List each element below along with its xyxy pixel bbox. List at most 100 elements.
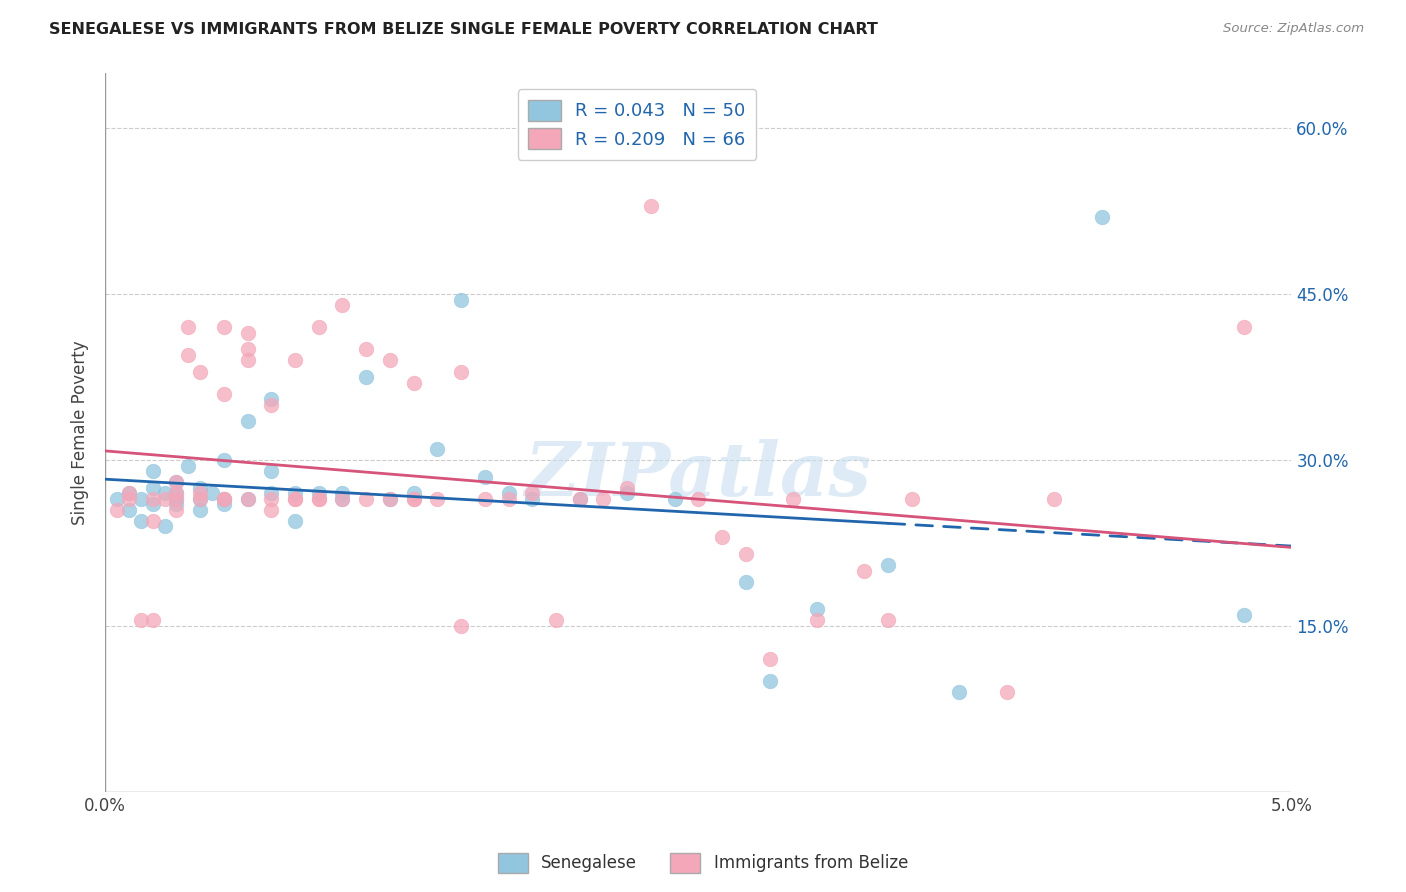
Point [782,491,804,506]
Point [354,343,377,357]
Point [236,491,259,506]
Point [332,486,354,500]
Point [995,685,1018,699]
Point [165,486,187,500]
Point [260,392,283,406]
Point [616,481,638,495]
Point [308,491,330,506]
Point [212,320,235,334]
Point [664,491,686,506]
Point [402,376,425,390]
Point [105,502,128,516]
Point [212,491,235,506]
Point [522,491,544,506]
Point [450,365,472,379]
Point [212,497,235,511]
Point [498,491,520,506]
Point [188,502,211,516]
Point [153,486,176,500]
Point [142,481,165,495]
Point [640,199,662,213]
Point [688,491,710,506]
Y-axis label: Single Female Poverty: Single Female Poverty [72,340,89,524]
Point [402,491,425,506]
Point [165,491,187,506]
Point [118,502,141,516]
Legend: R = 0.043   N = 50, R = 0.209   N = 66: R = 0.043 N = 50, R = 0.209 N = 66 [517,89,756,160]
Point [806,613,828,627]
Point [568,491,591,506]
Point [498,486,520,500]
Point [236,491,259,506]
Point [948,685,970,699]
Text: ZIPatlas: ZIPatlas [524,439,872,512]
Point [402,486,425,500]
Point [378,353,401,368]
Point [378,491,401,506]
Point [260,464,283,478]
Text: SENEGALESE VS IMMIGRANTS FROM BELIZE SINGLE FEMALE POVERTY CORRELATION CHART: SENEGALESE VS IMMIGRANTS FROM BELIZE SIN… [49,22,879,37]
Point [153,519,176,533]
Point [212,491,235,506]
Point [426,491,449,506]
Point [177,458,200,473]
Point [354,491,377,506]
Legend: Senegalese, Immigrants from Belize: Senegalese, Immigrants from Belize [491,847,915,880]
Point [129,514,152,528]
Point [142,613,165,627]
Point [450,619,472,633]
Point [426,442,449,456]
Point [711,530,734,544]
Point [284,486,307,500]
Point [188,481,211,495]
Point [734,547,756,561]
Point [450,293,472,307]
Point [118,486,141,500]
Point [260,486,283,500]
Point [1233,607,1256,622]
Point [188,491,211,506]
Point [177,348,200,362]
Point [142,491,165,506]
Point [308,320,330,334]
Point [165,497,187,511]
Point [118,491,141,506]
Point [236,343,259,357]
Point [332,491,354,506]
Point [284,491,307,506]
Point [284,514,307,528]
Point [568,491,591,506]
Point [260,491,283,506]
Point [877,613,900,627]
Point [201,486,224,500]
Point [236,353,259,368]
Point [165,502,187,516]
Point [188,491,211,506]
Point [165,475,187,489]
Point [378,491,401,506]
Point [592,491,614,506]
Point [142,514,165,528]
Point [284,491,307,506]
Point [188,365,211,379]
Point [1043,491,1066,506]
Point [260,398,283,412]
Point [165,491,187,506]
Point [212,491,235,506]
Point [236,326,259,340]
Point [758,674,780,689]
Point [402,491,425,506]
Point [188,486,211,500]
Point [853,564,876,578]
Point [474,469,496,483]
Point [236,414,259,428]
Point [105,491,128,506]
Point [308,486,330,500]
Point [142,464,165,478]
Point [474,491,496,506]
Point [308,491,330,506]
Point [332,298,354,312]
Point [212,386,235,401]
Point [758,652,780,666]
Point [877,558,900,572]
